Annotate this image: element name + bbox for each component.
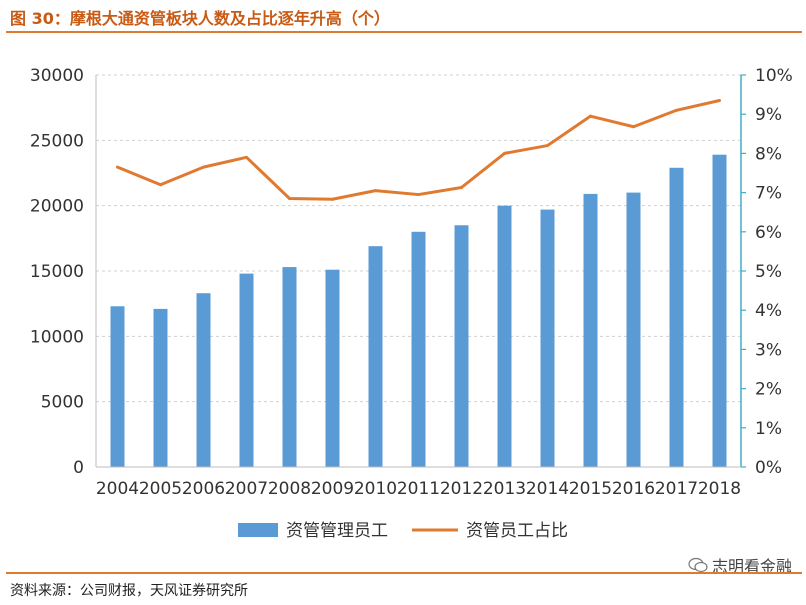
y-left-tick-label: 15000: [30, 262, 84, 282]
y-left-tick-label: 10000: [30, 327, 84, 347]
y-right-tick-label: 10%: [755, 66, 793, 86]
x-tick-label: 2009: [311, 479, 354, 499]
legend-line-label: 资管员工占比: [466, 521, 568, 541]
bar: [239, 273, 254, 467]
bar: [626, 192, 641, 467]
y-right-tick-label: 5%: [755, 262, 782, 282]
x-tick-label: 2013: [483, 479, 526, 499]
y-right-tick-label: 9%: [755, 105, 782, 125]
y-right-tick-label: 4%: [755, 301, 782, 321]
wechat-icon: [688, 557, 708, 573]
bar: [497, 205, 512, 467]
line-point: [503, 151, 506, 155]
x-tick-label: 2011: [397, 479, 440, 499]
y-left-tick-label: 0: [73, 458, 84, 478]
watermark-text: 志明看金融: [711, 557, 792, 576]
bar: [454, 225, 469, 467]
chart: 0 5000 10000 15000 20000 25000 30000 0% 1% 2% 3% 4%…: [30, 66, 793, 541]
x-tick-label: 2017: [655, 479, 698, 499]
bar: [669, 167, 684, 468]
legend: 资管管理员工 资管员工占比: [238, 521, 568, 541]
line-point: [460, 186, 463, 190]
bar: [110, 306, 125, 467]
x-tick-label: 2006: [182, 479, 225, 499]
line-point: [417, 193, 420, 197]
y-right-tick-label: 3%: [755, 340, 782, 360]
x-tick-label: 2016: [612, 479, 655, 499]
bar: [712, 154, 727, 467]
bar: [325, 269, 340, 467]
y-left-tick-label: 20000: [30, 197, 84, 217]
line-point: [245, 155, 248, 159]
x-tick-label: 2008: [268, 479, 311, 499]
bar: [540, 209, 555, 467]
bar: [196, 293, 211, 467]
y-right-tick-label: 0%: [755, 458, 782, 478]
line-point: [159, 183, 162, 187]
chart-title: 图 30：摩根大通资管板块人数及占比逐年升高（个）: [10, 9, 390, 28]
x-tick-label: 2004: [96, 479, 139, 499]
bar: [411, 231, 426, 467]
watermark: 志明看金融: [688, 553, 792, 577]
line-point: [116, 165, 119, 169]
line-point: [589, 114, 592, 118]
legend-bar-swatch: [238, 523, 278, 537]
line-point: [718, 98, 721, 102]
title-divider: [6, 31, 802, 33]
y-left-tick-label: 30000: [30, 66, 84, 86]
line-point: [632, 125, 635, 129]
line-point: [288, 196, 291, 200]
bar: [583, 193, 598, 467]
line-point: [374, 189, 377, 193]
line-path: [116, 99, 720, 201]
y-left-tick-label: 25000: [30, 131, 84, 151]
line-series: [116, 98, 721, 201]
line-point: [546, 144, 549, 148]
legend-bar-label: 资管管理员工: [286, 521, 388, 541]
x-tick-label: 2012: [440, 479, 483, 499]
bar: [282, 267, 297, 467]
x-tick-label: 2014: [526, 479, 569, 499]
y-right-tick-label: 2%: [755, 380, 782, 400]
y-left-tick-label: 5000: [41, 393, 84, 413]
bar-series: [110, 154, 727, 468]
bar: [368, 246, 383, 467]
line-point: [675, 108, 678, 112]
source-note: 资料来源：公司财报，天风证券研究所: [10, 583, 248, 599]
x-tick-label: 2005: [139, 479, 182, 499]
line-point: [331, 197, 334, 201]
line-point: [202, 165, 205, 169]
bar: [153, 308, 168, 467]
axes: 0 5000 10000 15000 20000 25000 30000 0% 1% 2% 3% 4%…: [30, 66, 793, 499]
x-tick-label: 2015: [569, 479, 612, 499]
y-right-tick-label: 1%: [755, 419, 782, 439]
footer-divider: [6, 572, 802, 574]
y-right-tick-label: 8%: [755, 144, 782, 164]
y-right-tick-label: 7%: [755, 184, 782, 204]
y-right-tick-label: 6%: [755, 223, 782, 243]
x-tick-label: 2010: [354, 479, 397, 499]
x-tick-label: 2007: [225, 479, 268, 499]
x-tick-label: 2018: [698, 479, 741, 499]
